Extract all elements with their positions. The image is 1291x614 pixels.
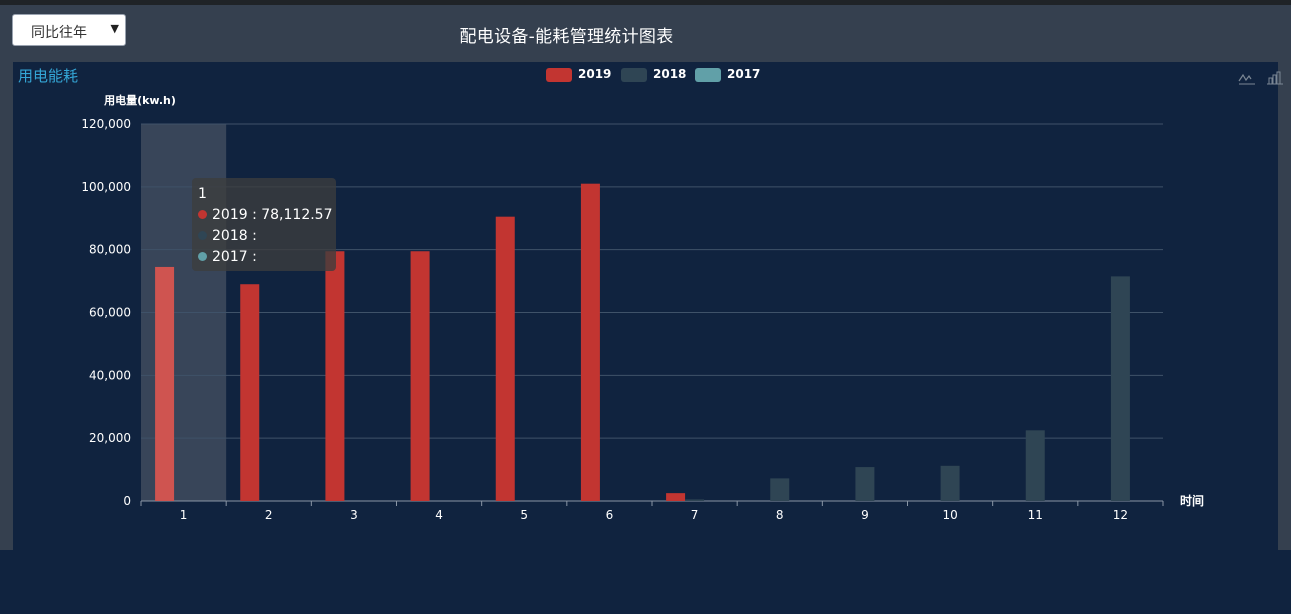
bar-2018-10 xyxy=(940,465,960,501)
bar-2019-2 xyxy=(240,284,260,501)
x-tick-label: 7 xyxy=(691,508,699,522)
bar-2018-9 xyxy=(855,467,875,501)
x-tick-label: 2 xyxy=(265,508,273,522)
bar-2019-7 xyxy=(666,493,686,501)
y-tick-label: 20,000 xyxy=(89,431,131,445)
x-tick-label: 3 xyxy=(350,508,358,522)
tooltip-dot-2017 xyxy=(198,252,207,261)
tooltip-dot-2018 xyxy=(198,231,207,240)
tooltip-header: 1 xyxy=(198,186,207,202)
x-tick-label: 11 xyxy=(1028,508,1043,522)
x-tick-label: 1 xyxy=(180,508,188,522)
x-tick-label: 5 xyxy=(520,508,528,522)
bar-chart-icon[interactable] xyxy=(1266,70,1284,86)
bar-2019-1 xyxy=(155,266,175,501)
tooltip-row-2019: 2019 : 78,112.57 xyxy=(198,207,333,223)
tooltip-dot-2019 xyxy=(198,210,207,219)
y-tick-label: 80,000 xyxy=(89,243,131,257)
bar-2018-7 xyxy=(685,499,705,501)
y-axis-name: 用电量(kw.h) xyxy=(104,93,176,107)
line-chart-icon[interactable] xyxy=(1238,70,1256,86)
compare-period-select[interactable]: 同比往年 ▼ xyxy=(12,14,126,46)
bar-2019-5 xyxy=(495,216,515,501)
chevron-down-icon: ▼ xyxy=(110,22,119,35)
x-tick-label: 8 xyxy=(776,508,784,522)
legend-swatch-2018 xyxy=(621,68,647,82)
y-tick-label: 0 xyxy=(123,494,131,508)
y-tick-label: 120,000 xyxy=(81,117,131,131)
legend-swatch-2017 xyxy=(695,68,721,82)
x-tick-label: 4 xyxy=(435,508,443,522)
bar-2019-4 xyxy=(410,251,430,501)
x-tick-label: 6 xyxy=(606,508,614,522)
legend-swatch-2019 xyxy=(546,68,572,82)
tooltip-row-2018: 2018 : xyxy=(198,228,257,244)
header-bar: 同比往年 ▼ 配电设备-能耗管理统计图表 xyxy=(0,5,1291,62)
y-tick-label: 40,000 xyxy=(89,368,131,382)
legend-label-2017: 2017 xyxy=(727,67,761,81)
page-footer-area xyxy=(0,550,1291,614)
chart-panel xyxy=(13,62,1278,550)
x-axis-name: 时间 xyxy=(1180,493,1204,508)
tooltip-text-2018: 2018 : xyxy=(212,228,257,244)
y-tick-label: 60,000 xyxy=(89,306,131,320)
x-tick-label: 9 xyxy=(861,508,869,522)
bar-2018-11 xyxy=(1025,430,1045,501)
tooltip-text-2017: 2017 : xyxy=(212,249,257,265)
x-tick-label: 12 xyxy=(1113,508,1128,522)
compare-period-select-value: 同比往年 xyxy=(31,25,87,41)
panel-title: 用电能耗 xyxy=(18,67,79,85)
bar-2018-8 xyxy=(770,478,790,501)
bar-2019-6 xyxy=(580,183,600,502)
legend-label-2019: 2019 xyxy=(578,67,612,81)
tooltip-row-2017: 2017 : xyxy=(198,249,257,265)
tooltip-text-2019: 2019 : 78,112.57 xyxy=(212,207,333,223)
y-tick-label: 100,000 xyxy=(81,180,131,194)
window-top-strip xyxy=(0,0,1291,5)
x-tick-label: 10 xyxy=(942,508,957,522)
bar-2018-12 xyxy=(1110,276,1130,501)
page-title: 配电设备-能耗管理统计图表 xyxy=(459,27,674,47)
bar-2019-3 xyxy=(325,251,345,501)
chart-tooltip: 1 2019 : 78,112.57 2018 : 2017 : xyxy=(192,178,336,271)
legend-label-2018: 2018 xyxy=(653,67,687,81)
